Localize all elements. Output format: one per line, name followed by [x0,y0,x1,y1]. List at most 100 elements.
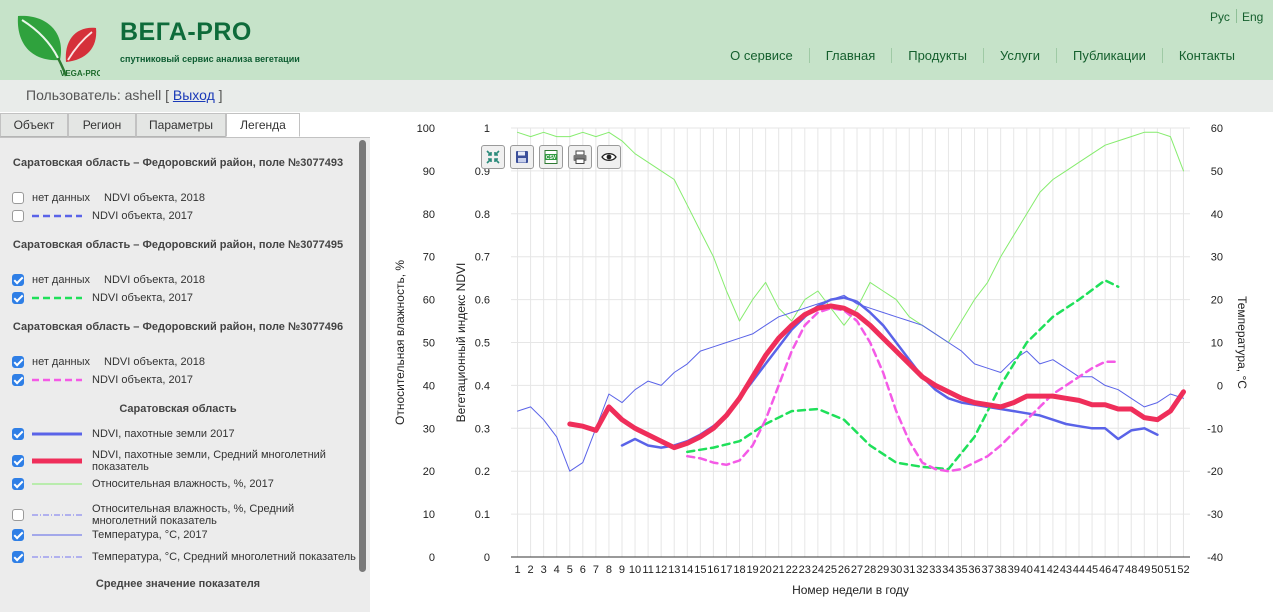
legend-row[interactable]: NDVI, пахотные земли 2017 [12,428,356,440]
humidity-tick-label: 40 [423,380,435,392]
legend-checkbox[interactable] [12,374,24,386]
nav-about[interactable]: О сервисе [730,48,793,63]
legend-label: NDVI объекта, 2017 [92,210,193,222]
x-tick-label: 31 [903,564,915,576]
logout-link[interactable]: Выход [172,87,215,103]
tab-parameters[interactable]: Параметры [136,113,226,137]
legend-label: Температура, °C, 2017 [92,529,208,541]
legend-label: NDVI, пахотные земли 2017 [92,428,235,440]
legend-checkbox[interactable] [12,428,24,440]
humidity-tick-label: 90 [423,166,435,178]
legend-row[interactable]: Температура, °C, 2017 [12,529,356,541]
x-tick-label: 34 [942,564,954,576]
x-tick-label: 11 [642,564,653,576]
legend-row[interactable]: нет данных NDVI объекта, 2018 [12,356,356,368]
panel-scrollbar[interactable] [359,140,366,572]
ndvi-tick-label: 0.5 [475,338,490,350]
header: VEGA-PRO ВЕГА-PRO спутниковый сервис ана… [0,0,1273,80]
lang-en-link[interactable]: Eng [1242,10,1264,24]
x-tick-label: 46 [1099,564,1111,576]
csv-export-button[interactable]: CSV [539,145,563,169]
x-tick-label: 36 [968,564,980,576]
nav-services[interactable]: Услуги [982,48,1056,63]
temperature-tick-label: 50 [1211,166,1223,178]
x-tick-label: 16 [707,564,719,576]
humidity-tick-label: 100 [417,123,435,135]
legend-section-title: Саратовская область – Федоровский район,… [12,239,344,251]
brand-tagline: спутниковый сервис анализа вегетации [120,54,300,64]
nav-publications[interactable]: Публикации [1055,48,1162,63]
x-tick-label: 42 [1047,564,1059,576]
lang-ru-link[interactable]: Рус [1210,10,1230,24]
x-tick-label: 17 [720,564,732,576]
ndvi-tick-label: 0.4 [475,380,490,392]
x-tick-label: 48 [1125,564,1137,576]
legend-row[interactable]: NDVI объекта, 2017 [12,292,356,304]
legend-row[interactable]: Относительная влажность, %, 2017 [12,478,356,490]
humidity-axis-title: Относительная влажность, % [393,260,407,425]
nav-products[interactable]: Продукты [891,48,983,63]
humidity-tick-label: 20 [423,466,435,478]
legend-row[interactable]: Температура, °C, Средний многолетний пок… [12,551,356,563]
ndvi-tick-label: 0.6 [475,295,490,307]
legend-row[interactable]: NDVI объекта, 2017 [12,210,356,222]
x-tick-label: 2 [528,564,534,576]
legend-row[interactable]: нет данных NDVI объекта, 2018 [12,192,356,204]
x-tick-label: 30 [890,564,902,576]
x-tick-label: 14 [681,564,693,576]
legend-checkbox[interactable] [12,192,24,204]
user-info: Пользователь: ashell [ Выход ] [26,87,223,103]
legend-swatch [32,375,82,385]
x-tick-label: 15 [694,564,706,576]
x-tick-label: 24 [812,564,824,576]
x-tick-label: 18 [733,564,745,576]
save-button[interactable] [510,145,534,169]
nav-home[interactable]: Главная [808,48,891,63]
legend-checkbox[interactable] [12,455,24,467]
legend-section-title: Саратовская область [119,403,237,415]
x-tick-label: 1 [514,564,520,576]
x-tick-label: 44 [1073,564,1085,576]
legend-checkbox[interactable] [12,509,24,521]
vega-logo-icon[interactable]: VEGA-PRO [14,6,100,78]
legend-row[interactable]: NDVI объекта, 2017 [12,374,356,386]
temperature-tick-label: -30 [1207,509,1223,521]
legend-checkbox[interactable] [12,551,24,563]
tab-legend[interactable]: Легенда [226,113,300,137]
legend-checkbox[interactable] [12,210,24,222]
legend-label: Относительная влажность, %, Средний мног… [92,503,295,527]
legend-checkbox[interactable] [12,274,24,286]
nav-contacts[interactable]: Контакты [1161,48,1251,63]
legend-label: NDVI объекта, 2018 [104,274,205,286]
x-tick-label: 39 [1008,564,1020,576]
collapse-icon [486,150,500,164]
humidity-tick-label: 30 [423,423,435,435]
x-tick-label: 45 [1086,564,1098,576]
csv-icon: CSV [544,150,558,164]
visibility-button[interactable] [597,145,621,169]
ndvi-axis-title: Вегетационный индекс NDVI [454,263,468,423]
legend-checkbox[interactable] [12,356,24,368]
user-bracket: ] [218,87,223,103]
x-tick-label: 5 [567,564,573,576]
tab-object[interactable]: Объект [0,113,68,137]
legend-checkbox[interactable] [12,478,24,490]
brand-title[interactable]: ВЕГА-PRO [120,18,252,46]
x-tick-label: 38 [995,564,1007,576]
main-nav: О сервисе Главная Продукты Услуги Публик… [714,48,1251,63]
x-tick-label: 26 [838,564,850,576]
legend-swatch [32,293,82,303]
collapse-button[interactable] [481,145,505,169]
ndvi-tick-label: 0.2 [475,466,490,478]
x-tick-label: 13 [668,564,680,576]
legend-swatch [32,510,82,520]
legend-checkbox[interactable] [12,292,24,304]
print-icon [573,150,587,164]
legend-row[interactable]: NDVI, пахотные земли, Средний многолетни… [12,449,356,473]
tab-region[interactable]: Регион [68,113,136,137]
legend-checkbox[interactable] [12,529,24,541]
legend-row[interactable]: Относительная влажность, %, Средний мног… [12,503,356,527]
x-tick-label: 21 [773,564,785,576]
print-button[interactable] [568,145,592,169]
legend-row[interactable]: нет данных NDVI объекта, 2018 [12,274,356,286]
